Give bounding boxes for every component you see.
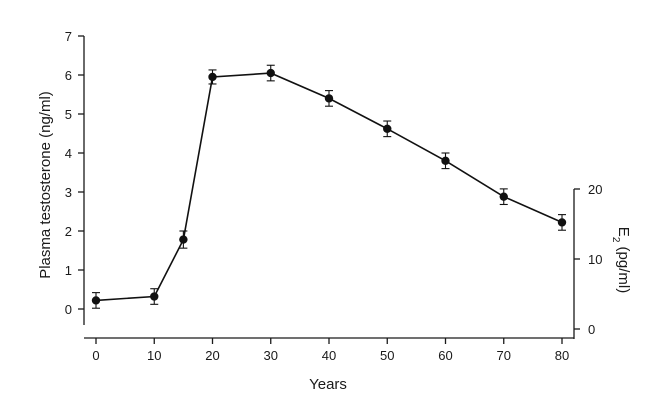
right-y-axis-title-base: E bbox=[615, 227, 632, 237]
x-tick-label: 40 bbox=[322, 348, 336, 363]
y-axis-title: Plasma testosterone (ng/ml) bbox=[37, 91, 54, 279]
y2-tick-label: 0 bbox=[588, 322, 595, 337]
series-group bbox=[91, 64, 567, 309]
y-tick-label: 3 bbox=[65, 185, 72, 200]
right-y-axis: 0 10 20 bbox=[573, 182, 602, 339]
data-point bbox=[441, 156, 450, 165]
y-tick-label: 7 bbox=[65, 29, 72, 44]
y-tick-label: 6 bbox=[65, 68, 72, 83]
x-axis: 0 10 20 30 40 50 60 70 80 bbox=[84, 337, 574, 363]
x-tick-label: 80 bbox=[555, 348, 569, 363]
data-point bbox=[383, 124, 392, 134]
x-tick-label: 20 bbox=[205, 348, 219, 363]
data-point bbox=[208, 72, 217, 82]
y-tick-label: 0 bbox=[65, 302, 72, 317]
x-tick-label: 0 bbox=[92, 348, 99, 363]
data-point bbox=[557, 218, 567, 227]
y2-tick-label: 10 bbox=[588, 252, 602, 267]
x-axis-title: Years bbox=[309, 376, 347, 393]
y-tick-label: 5 bbox=[65, 107, 72, 122]
right-y-axis-title-rest: (pg/ml) bbox=[615, 242, 632, 293]
x-tick-label: 70 bbox=[497, 348, 511, 363]
data-point bbox=[91, 296, 101, 305]
x-tick-label: 50 bbox=[380, 348, 394, 363]
data-point bbox=[179, 235, 188, 244]
y-tick-label: 1 bbox=[65, 263, 72, 278]
data-point bbox=[499, 192, 508, 201]
y-tick-label: 4 bbox=[65, 146, 72, 161]
data-point bbox=[266, 68, 275, 78]
x-tick-label: 30 bbox=[264, 348, 278, 363]
left-y-axis: 0 1 2 3 4 5 6 7 bbox=[65, 29, 85, 325]
data-point bbox=[150, 292, 159, 301]
series-line bbox=[95, 72, 563, 302]
right-y-axis-title-sub: 2 bbox=[611, 237, 622, 243]
y2-tick-label: 20 bbox=[588, 182, 602, 197]
x-tick-label: 60 bbox=[438, 348, 452, 363]
y-tick-label: 2 bbox=[65, 224, 72, 239]
right-y-axis-title: E2 (pg/ml) bbox=[611, 227, 633, 293]
x-tick-label: 10 bbox=[147, 348, 161, 363]
data-point bbox=[324, 94, 334, 103]
